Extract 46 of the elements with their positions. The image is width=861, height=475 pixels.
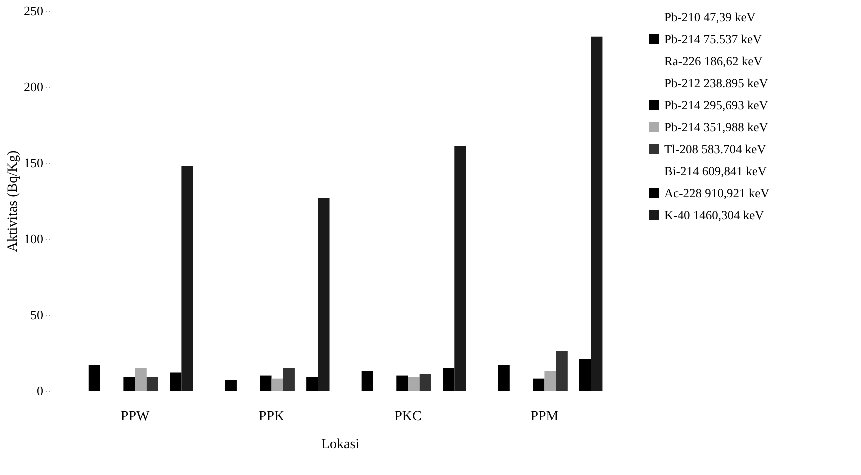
bar xyxy=(533,378,545,391)
legend-label: Tl-208 583.704 keV xyxy=(664,142,766,156)
bar xyxy=(362,371,374,391)
text: Pb-212 238.895 keV xyxy=(664,76,768,90)
bar xyxy=(260,376,272,391)
x-tick-label: PPM xyxy=(530,410,560,424)
bar xyxy=(146,377,158,391)
x-tick-label: PPW xyxy=(120,410,150,424)
bar xyxy=(408,377,420,391)
text: Ra-226 186,62 keV xyxy=(664,54,763,68)
legend-label: Pb-214 75.537 keV xyxy=(664,32,762,46)
bar xyxy=(443,368,455,391)
y-tick-label: 50 xyxy=(30,308,44,322)
bar xyxy=(135,368,147,391)
legend-label: Pb-214 351,988 keV xyxy=(664,120,768,134)
text: Pb-210 47,39 keV xyxy=(664,10,756,24)
bar xyxy=(272,378,284,391)
x-tick-label: PPK xyxy=(258,410,285,424)
y-tick-label: 100 xyxy=(24,232,44,246)
bar xyxy=(396,376,408,391)
bar xyxy=(591,36,603,391)
legend-label: Ac-228 910,921 keV xyxy=(664,186,770,200)
bar xyxy=(170,372,182,391)
x-axis-title: Lokasi xyxy=(321,438,360,452)
bar xyxy=(556,351,568,391)
y-tick-label: 200 xyxy=(24,80,44,94)
bar xyxy=(225,380,237,391)
bar xyxy=(182,166,194,391)
bar xyxy=(88,365,100,391)
bar xyxy=(420,374,432,391)
bar xyxy=(124,377,136,391)
bar xyxy=(544,371,556,391)
y-tick-label: 0 xyxy=(37,384,44,398)
bar xyxy=(306,377,318,391)
x-tick-label: PKC xyxy=(394,410,422,424)
y-axis-title: Aktivitas (Bq/Kg) xyxy=(6,150,21,252)
legend-label: Pb-214 295,693 keV xyxy=(664,98,768,112)
bar xyxy=(454,146,466,391)
bar xyxy=(318,198,330,391)
bar xyxy=(498,365,510,391)
y-tick-label: 150 xyxy=(24,156,44,170)
bar xyxy=(283,368,295,391)
legend-label: K-40 1460,304 keV xyxy=(664,208,764,222)
text: Bi-214 609,841 keV xyxy=(664,164,767,178)
y-tick-label: 250 xyxy=(24,4,44,18)
bar xyxy=(580,359,592,391)
